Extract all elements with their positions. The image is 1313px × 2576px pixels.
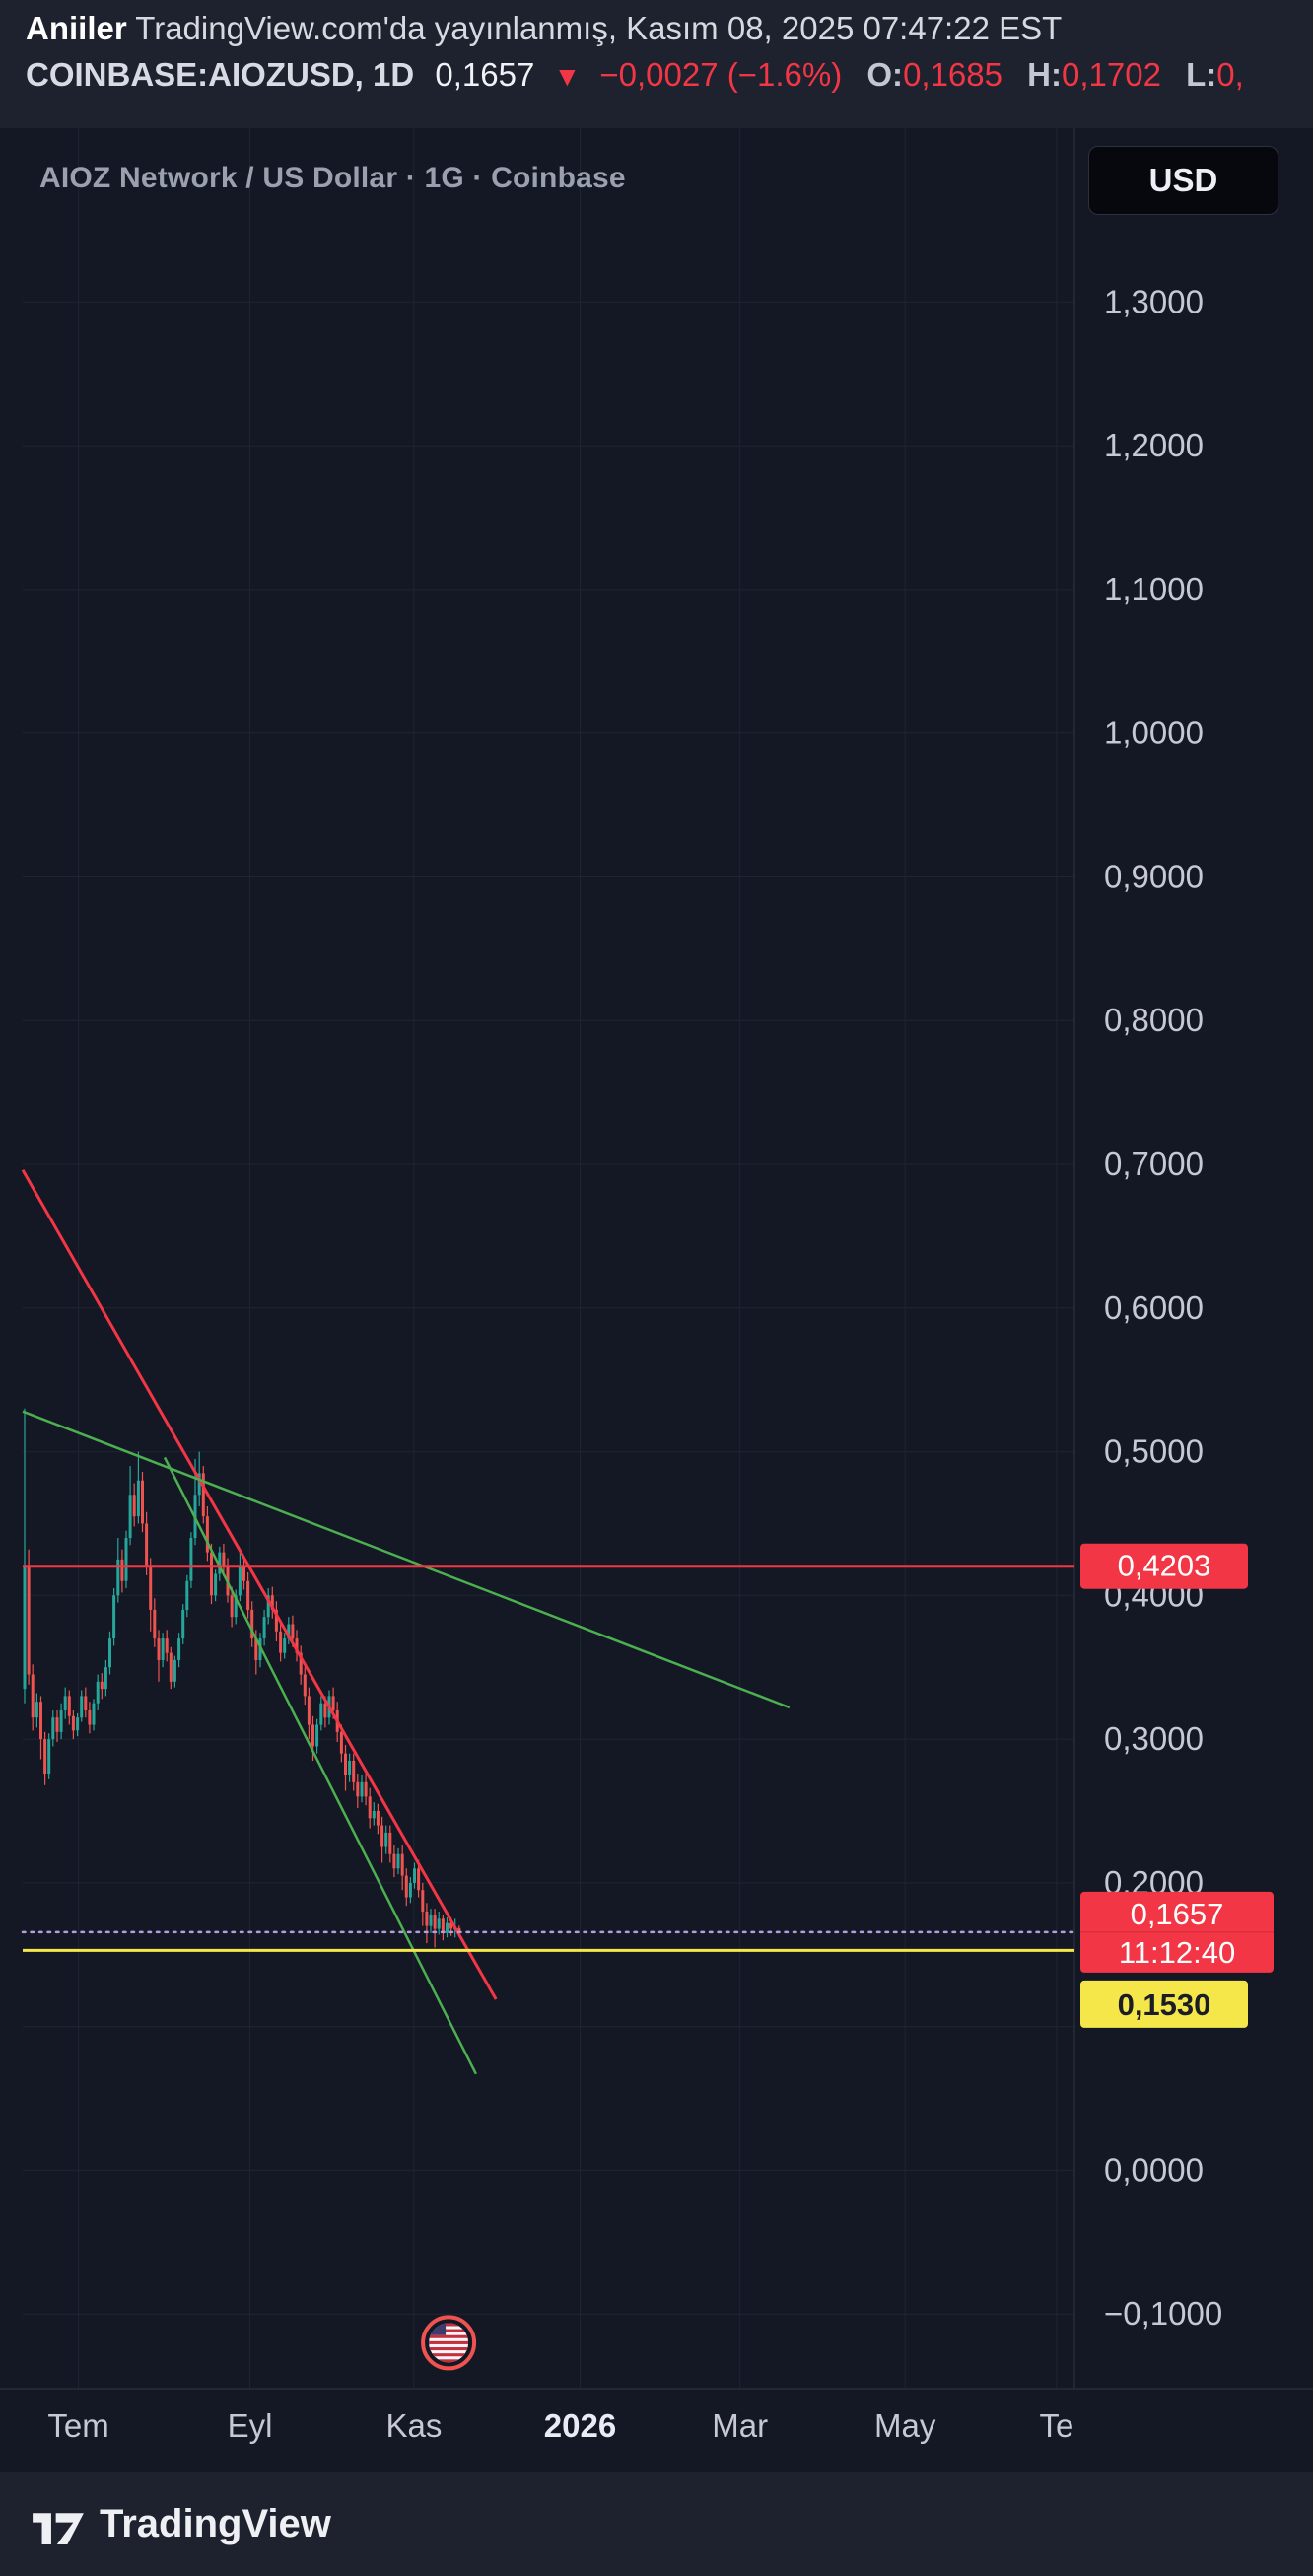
svg-text:0,5000: 0,5000 [1104,1433,1204,1470]
attribution-line: Aniiler TradingView.com'da yayınlanmış, … [26,10,1313,47]
high-label: H: [1027,56,1062,93]
high-quote: H:0,1702 [1027,56,1161,93]
svg-text:0,9000: 0,9000 [1104,859,1204,895]
trendline-3[interactable] [163,1456,478,2075]
candlestick-series [23,1408,461,1948]
svg-text:−0,1000: −0,1000 [1104,2295,1222,2332]
open-label: O: [866,56,904,93]
trendline-2[interactable] [22,1410,791,1709]
svg-text:1,1000: 1,1000 [1104,571,1204,607]
quote-bar: COINBASE:AIOZUSD, 1D 0,1657 ▼ −0,0027 (−… [26,56,1313,94]
svg-text:0,1530: 0,1530 [1118,1987,1211,2022]
high-value: 0,1702 [1062,56,1161,93]
down-triangle-icon: ▼ [553,61,582,92]
svg-text:Tem: Tem [47,2407,108,2444]
open-quote: O:0,1685 [866,56,1002,93]
low-label: L: [1186,56,1217,93]
svg-text:0,0000: 0,0000 [1104,2151,1204,2188]
svg-text:Kas: Kas [385,2407,442,2444]
svg-text:0,7000: 0,7000 [1104,1146,1204,1182]
last-price-badge: 0,1657 11:12:40 [1080,1891,1274,1973]
svg-text:May: May [874,2407,936,2444]
chart-title: AIOZ Network / US Dollar · 1G · Coinbase [39,162,626,194]
currency-button[interactable]: USD [1088,146,1278,215]
svg-text:1,3000: 1,3000 [1104,283,1204,319]
footer-bar: TradingView [0,2472,1313,2576]
last-price: 0,1657 [435,56,535,93]
author-name: Aniiler [26,10,127,46]
svg-text:Mar: Mar [712,2407,768,2444]
svg-text:1,0000: 1,0000 [1104,715,1204,751]
low-value: 0, [1216,56,1244,93]
time-axis-labels[interactable]: Tem Eyl Kas 2026 Mar May Te [47,2407,1073,2444]
svg-text:1,2000: 1,2000 [1104,427,1204,463]
price-change: −0,0027 (−1.6%) [599,56,843,93]
published-text: TradingView.com'da yayınlanmış, Kasım 08… [135,10,1063,46]
grid-lines [23,128,1074,2389]
svg-text:Eyl: Eyl [228,2407,273,2444]
us-flag-icon [421,2315,477,2371]
svg-text:0,6000: 0,6000 [1104,1289,1204,1326]
tradingview-logo-icon[interactable] [33,2505,84,2544]
svg-text:0,8000: 0,8000 [1104,1002,1204,1038]
attribution-bar: Aniiler TradingView.com'da yayınlanmış, … [0,0,1313,128]
chart-canvas[interactable]: 1,3000 1,2000 1,1000 1,0000 0,9000 0,8000 0,70… [0,128,1313,2472]
svg-text:0,1657: 0,1657 [1131,1897,1224,1931]
brand-name[interactable]: TradingView [100,2502,331,2545]
svg-text:0,4203: 0,4203 [1118,1549,1211,1583]
symbol-interval[interactable]: COINBASE:AIOZUSD, 1D [26,56,415,93]
svg-text:11:12:40: 11:12:40 [1119,1935,1235,1970]
trendline-1[interactable] [21,1169,498,2000]
alert-price-badge: 0,4203 [1080,1543,1248,1589]
yellow-price-badge: 0,1530 [1080,1980,1248,2028]
low-quote: L:0, [1186,56,1244,93]
chart-area[interactable]: AIOZ Network / US Dollar · 1G · Coinbase… [0,128,1313,2472]
svg-text:0,3000: 0,3000 [1104,1720,1204,1757]
svg-text:Te: Te [1039,2407,1073,2444]
svg-text:2026: 2026 [544,2407,616,2444]
open-value: 0,1685 [903,56,1002,93]
price-axis-labels[interactable]: 1,3000 1,2000 1,1000 1,0000 0,9000 0,8000 0,70… [1104,283,1222,2332]
